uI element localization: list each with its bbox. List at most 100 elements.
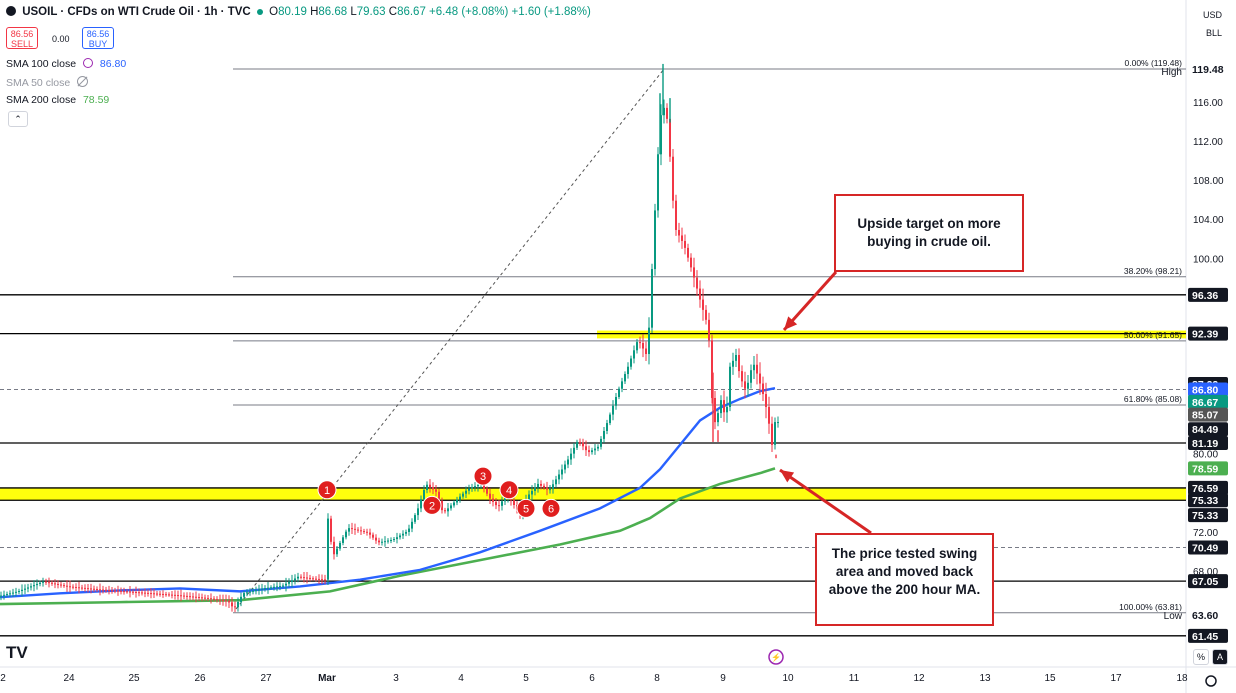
candle-body bbox=[45, 581, 47, 583]
candle-body bbox=[435, 489, 437, 492]
price-tick-label: 72.00 bbox=[1193, 528, 1218, 539]
candle-body bbox=[132, 591, 134, 593]
candle-body bbox=[81, 587, 83, 589]
support-zone-band bbox=[597, 330, 1186, 339]
candle-body bbox=[141, 592, 143, 594]
price-tick-label: 112.00 bbox=[1193, 137, 1223, 148]
candle-body bbox=[336, 548, 338, 555]
annotation-arrow-down bbox=[779, 468, 872, 535]
candle-body bbox=[261, 588, 263, 590]
buy-button[interactable]: 86.56 BUY bbox=[82, 27, 114, 49]
candle-body bbox=[660, 115, 662, 155]
candle-body bbox=[57, 583, 59, 585]
candle-body bbox=[456, 499, 458, 503]
trend-line[interactable] bbox=[235, 68, 665, 610]
candle-body bbox=[105, 589, 107, 591]
candle-body bbox=[207, 597, 209, 599]
currency-selector[interactable]: USD bbox=[1202, 10, 1222, 20]
price-tag-label: 96.36 bbox=[1192, 290, 1218, 302]
tradingview-logo[interactable]: TV bbox=[6, 643, 28, 662]
candle-body bbox=[567, 459, 569, 465]
annotation-arrow-down-head bbox=[780, 470, 795, 483]
candle-body bbox=[492, 498, 494, 502]
candle-body bbox=[459, 496, 461, 500]
candle-body bbox=[135, 591, 137, 593]
candle-body bbox=[315, 578, 317, 580]
candle-body bbox=[21, 589, 23, 591]
price-tag bbox=[1188, 382, 1228, 397]
price-tag-label: 84.49 bbox=[1192, 424, 1218, 436]
event-icon[interactable] bbox=[768, 649, 784, 665]
candle-body bbox=[408, 528, 410, 532]
candle-body bbox=[633, 350, 635, 359]
candle-body bbox=[537, 483, 539, 488]
candle-body bbox=[249, 591, 251, 593]
price-tag bbox=[1188, 508, 1228, 523]
indicator-sma100[interactable]: SMA 100 close 86.80 bbox=[6, 58, 126, 70]
time-tick-label: 6 bbox=[589, 673, 595, 684]
price-tag-label: 75.33 bbox=[1192, 495, 1218, 507]
unit-selector[interactable]: BLL bbox=[1205, 28, 1222, 38]
close-value: 86.67 bbox=[397, 6, 426, 18]
candle-body bbox=[27, 587, 29, 589]
price-tag bbox=[1188, 422, 1228, 437]
swing-marker[interactable] bbox=[422, 495, 442, 515]
candle-body bbox=[411, 521, 413, 529]
candle-body bbox=[726, 407, 728, 413]
swing-marker[interactable] bbox=[317, 480, 337, 500]
candle-body bbox=[615, 396, 617, 406]
candle-body bbox=[264, 588, 266, 590]
candle-body bbox=[138, 592, 140, 594]
candle-body bbox=[180, 595, 182, 597]
candle-body bbox=[570, 453, 572, 460]
candle-body bbox=[501, 501, 503, 506]
auto-scale-button[interactable]: A bbox=[1212, 649, 1228, 665]
candle-body bbox=[366, 531, 368, 533]
candle-body bbox=[252, 590, 254, 592]
price-tag bbox=[1188, 407, 1228, 422]
collapse-legend-button[interactable]: ⌃ bbox=[8, 111, 28, 127]
candle-body bbox=[189, 596, 191, 598]
indicator-sma200[interactable]: SMA 200 close 78.59 bbox=[6, 94, 109, 106]
candle-body bbox=[648, 327, 650, 355]
lightning-icon: ⚡ bbox=[771, 652, 781, 662]
candle-body bbox=[402, 533, 404, 536]
settings-gear-icon[interactable] bbox=[1205, 675, 1217, 687]
time-tick-label: 4 bbox=[458, 673, 464, 684]
candle-body bbox=[732, 360, 734, 367]
sell-button[interactable]: 86.56 SELL bbox=[6, 27, 38, 49]
candle-body bbox=[174, 594, 176, 596]
swing-marker[interactable] bbox=[516, 498, 536, 518]
candle-body bbox=[561, 469, 563, 475]
symbol-title[interactable]: USOIL · CFDs on WTI Crude Oil · 1h · TVC bbox=[22, 6, 251, 18]
time-tick-label: 9 bbox=[720, 673, 726, 684]
candle-body bbox=[672, 156, 674, 201]
swing-marker[interactable] bbox=[499, 480, 519, 500]
price-tag bbox=[1188, 62, 1228, 76]
hidden-eye-icon[interactable] bbox=[77, 76, 89, 87]
percent-scale-button[interactable]: % bbox=[1193, 649, 1209, 665]
price-tick-label: 100.00 bbox=[1193, 254, 1224, 265]
time-tick-label: 8 bbox=[654, 673, 660, 684]
candle-body bbox=[234, 606, 236, 608]
candle-body bbox=[573, 447, 575, 454]
candle-body bbox=[624, 374, 626, 382]
indicator-sma50[interactable]: SMA 50 close bbox=[6, 76, 89, 89]
candle-body bbox=[498, 505, 500, 507]
candle-body bbox=[213, 598, 215, 600]
candle-body bbox=[585, 446, 587, 451]
spread-value: 0.00 bbox=[52, 34, 70, 44]
price-tag-label: 78.59 bbox=[1192, 463, 1218, 475]
buy-price: 86.56 bbox=[86, 29, 110, 39]
swing-marker[interactable] bbox=[541, 498, 561, 518]
price-tag bbox=[1188, 607, 1228, 622]
candle-body bbox=[678, 229, 680, 236]
candle-body bbox=[384, 541, 386, 543]
candle-body bbox=[513, 500, 515, 505]
candle-body bbox=[612, 405, 614, 415]
candle-body bbox=[159, 593, 161, 595]
swing-marker[interactable] bbox=[473, 466, 493, 486]
candle-body bbox=[96, 589, 98, 591]
low-label: L bbox=[350, 6, 357, 18]
